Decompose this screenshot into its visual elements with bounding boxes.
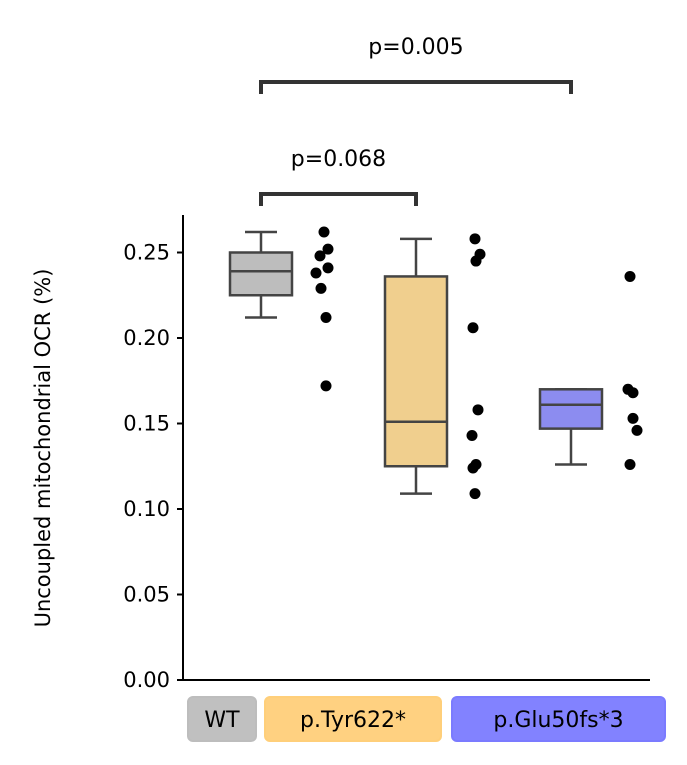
category-label-0: WT bbox=[187, 696, 257, 742]
significance-annotations: p=0.068 p=0.005 bbox=[259, 35, 573, 206]
data-point bbox=[472, 404, 484, 416]
box-2 bbox=[538, 388, 604, 466]
y-tick-label: 0.15 bbox=[123, 412, 170, 436]
y-tick-label: 0.10 bbox=[123, 497, 170, 521]
box-1 bbox=[383, 237, 449, 495]
data-point bbox=[320, 311, 332, 323]
category-label-2: p.Glu50fs*3 bbox=[451, 696, 666, 742]
data-point bbox=[627, 412, 639, 424]
category-tag-text: WT bbox=[204, 708, 240, 733]
data-point bbox=[322, 243, 334, 255]
data-point bbox=[469, 488, 481, 500]
y-tick-label: 0.20 bbox=[123, 326, 170, 350]
category-labels: WT p.Tyr622* p.Glu50fs*3 bbox=[187, 696, 666, 742]
box-iqr bbox=[383, 275, 449, 468]
data-point bbox=[318, 226, 330, 238]
data-points bbox=[310, 226, 643, 500]
data-point bbox=[466, 429, 478, 441]
category-tag-text: p.Tyr622* bbox=[300, 708, 406, 733]
data-point bbox=[315, 282, 327, 294]
data-point bbox=[627, 387, 639, 399]
y-ticks: 0.00 0.05 0.10 0.15 0.20 0.25 bbox=[123, 241, 183, 692]
box-iqr bbox=[538, 388, 604, 430]
data-point bbox=[467, 462, 479, 474]
significance-bracket-0: p=0.068 bbox=[259, 147, 418, 206]
category-label-1: p.Tyr622* bbox=[264, 696, 442, 742]
data-point bbox=[322, 262, 334, 274]
box-0 bbox=[228, 230, 294, 319]
y-tick-label: 0.00 bbox=[123, 668, 170, 692]
y-axis-title: Uncoupled mitochondrial OCR (%) bbox=[31, 269, 55, 628]
axes bbox=[182, 215, 650, 681]
data-point bbox=[624, 270, 636, 282]
p-value-label: p=0.005 bbox=[368, 35, 463, 60]
y-tick-label: 0.05 bbox=[123, 583, 170, 607]
data-point bbox=[467, 322, 479, 334]
category-tag-text: p.Glu50fs*3 bbox=[493, 708, 623, 733]
category-tag-box bbox=[264, 696, 442, 742]
y-tick-label: 0.25 bbox=[123, 241, 170, 265]
p-value-label: p=0.068 bbox=[291, 147, 386, 172]
bracket-line bbox=[259, 192, 418, 206]
data-point bbox=[310, 267, 322, 279]
data-point bbox=[631, 424, 643, 436]
bracket-line bbox=[259, 80, 573, 94]
significance-bracket-1: p=0.005 bbox=[259, 35, 573, 94]
data-point bbox=[470, 255, 482, 267]
category-tag-box bbox=[451, 696, 666, 742]
data-point bbox=[320, 380, 332, 392]
category-tag-box bbox=[187, 696, 257, 742]
data-point bbox=[314, 250, 326, 262]
boxes bbox=[228, 230, 604, 495]
data-point bbox=[469, 233, 481, 245]
data-point bbox=[624, 459, 636, 471]
box-iqr bbox=[228, 251, 294, 297]
